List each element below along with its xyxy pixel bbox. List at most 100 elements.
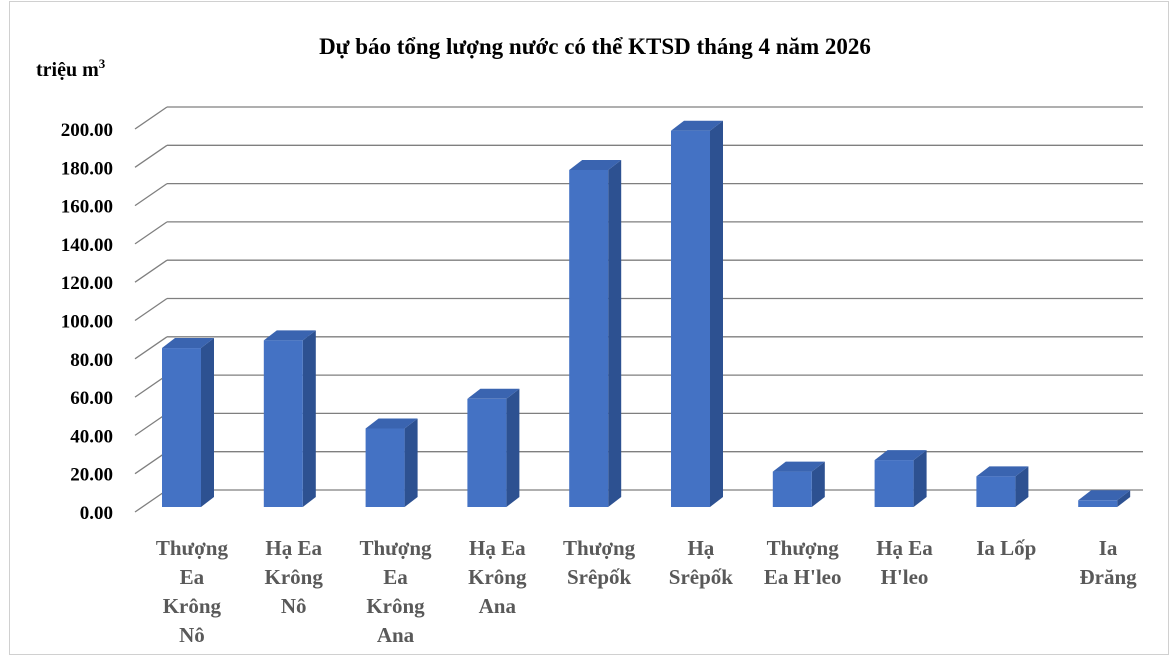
gridline: [134, 144, 1143, 168]
category-label-line: Đrăng: [1080, 565, 1138, 589]
bar-side: [1117, 490, 1131, 507]
category-label: Hạ Srêpốk: [669, 536, 734, 589]
category-label-line: Ana: [377, 623, 415, 647]
gridline: [134, 374, 1143, 398]
category-label-line: Ea H'leo: [764, 565, 842, 589]
chart-frame: Dự báo tổng lượng nước có thể KTSD tháng…: [9, 1, 1169, 655]
bar-top: [976, 466, 1029, 477]
bar-side: [1015, 466, 1029, 507]
y-tick-label: 180.00: [61, 158, 113, 179]
bar-front: [365, 428, 405, 507]
gridline: [134, 106, 1143, 130]
y-axis-label: triệu m3: [36, 56, 106, 81]
category-label: Ia Đrăng: [1080, 536, 1138, 589]
category-label-line: Krông: [468, 565, 527, 589]
category-label-line: Nô: [179, 623, 205, 647]
y-tick-label: 120.00: [61, 273, 113, 294]
category-label: Ia Lốp: [976, 536, 1036, 560]
category-labels: Thượng Ea Krông Nô Hạ Ea Krông Nô Thượng Ea Krông…: [156, 536, 1137, 647]
chart-title: Dự báo tổng lượng nước có thể KTSD tháng…: [319, 34, 871, 59]
category-label-line: Thượng: [767, 536, 840, 560]
bar: [976, 466, 1029, 507]
category-label-line: Ea: [383, 565, 408, 589]
y-tick-label: 100.00: [61, 312, 113, 333]
category-label-line: Krông: [366, 594, 425, 618]
y-tick-label: 140.00: [61, 235, 113, 256]
bar-front: [162, 348, 201, 507]
bar-top: [671, 120, 723, 131]
category-label: Hạ Ea Krông Nô: [265, 536, 324, 618]
bar-front: [1078, 500, 1118, 507]
bar: [671, 120, 723, 507]
gridline: [134, 221, 1143, 245]
bar-top: [874, 450, 927, 461]
y-tick-label: 200.00: [61, 120, 113, 141]
bar-side: [201, 338, 214, 507]
category-label-line: Thượng: [563, 536, 636, 560]
category-label-line: Hạ Ea: [469, 536, 526, 560]
bar-front: [874, 460, 914, 507]
y-tick-label: 80.00: [70, 350, 113, 371]
category-label-line: Krông: [163, 594, 222, 618]
bar: [874, 450, 927, 507]
category-label-line: Krông: [265, 565, 324, 589]
category-label-line: Thượng: [156, 536, 229, 560]
y-tick-label: 20.00: [70, 465, 113, 486]
bar-side: [710, 120, 723, 507]
gridline: [134, 336, 1143, 360]
bars: [162, 120, 1131, 507]
category-label-line: Ia Lốp: [976, 536, 1036, 560]
category-label: Hạ Ea H'leo: [876, 536, 933, 589]
category-label-line: Srêpốk: [567, 565, 632, 589]
bar: [569, 159, 622, 507]
category-label-line: Ia: [1099, 536, 1118, 560]
bar: [365, 418, 418, 507]
category-label: Thượng Srêpốk: [563, 536, 636, 589]
bar-front: [569, 169, 609, 507]
bar-top: [1078, 490, 1131, 501]
bar: [1078, 490, 1131, 507]
gridline: [134, 182, 1143, 207]
bar-chart: Dự báo tổng lượng nước có thể KTSD tháng…: [36, 34, 1143, 647]
category-label-line: Srêpốk: [669, 565, 734, 589]
bar: [772, 461, 825, 507]
bar: [162, 338, 214, 507]
category-label: Thượng Ea Krông Nô: [156, 536, 229, 647]
y-tick-label: 0.00: [80, 503, 113, 524]
category-label-line: Nô: [281, 594, 307, 618]
category-label: Thượng Ea H'leo: [764, 536, 842, 589]
bar-top: [467, 388, 520, 399]
bar-top: [772, 461, 825, 472]
bar-side: [913, 450, 927, 507]
bar-top: [365, 418, 418, 429]
category-label-line: Ea: [180, 565, 205, 589]
y-tick-label: 160.00: [61, 197, 113, 218]
bar: [467, 388, 520, 507]
category-label-line: Ana: [479, 594, 517, 618]
y-tick-label: 40.00: [70, 426, 113, 447]
bar-front: [976, 476, 1016, 507]
bar-side: [506, 388, 520, 507]
bar-front: [263, 340, 303, 507]
category-label-line: Hạ Ea: [265, 536, 322, 560]
gridline: [134, 259, 1143, 283]
category-label-line: Hạ: [687, 536, 714, 560]
category-label-line: Thượng: [359, 536, 432, 560]
y-tick-label: 60.00: [70, 388, 113, 409]
bar-side: [608, 159, 622, 507]
bar-top: [569, 159, 622, 170]
bar-side: [302, 330, 316, 507]
gridline: [134, 451, 1143, 475]
category-label: Hạ Ea Krông Ana: [468, 536, 527, 618]
bar: [263, 330, 316, 507]
bar-side: [404, 418, 418, 507]
bar-top: [162, 338, 214, 349]
gridline: [134, 412, 1143, 436]
gridlines: [134, 106, 1143, 513]
category-label: Thượng Ea Krông Ana: [359, 536, 432, 647]
y-tick-labels: 0.00 20.00 40.00 60.00 80.00 100.00 120.00 140.…: [61, 120, 113, 524]
bar-front: [671, 130, 710, 507]
bar-top: [263, 330, 316, 341]
y-axis-label-superscript: 3: [99, 56, 106, 71]
category-label-line: H'leo: [881, 565, 929, 589]
